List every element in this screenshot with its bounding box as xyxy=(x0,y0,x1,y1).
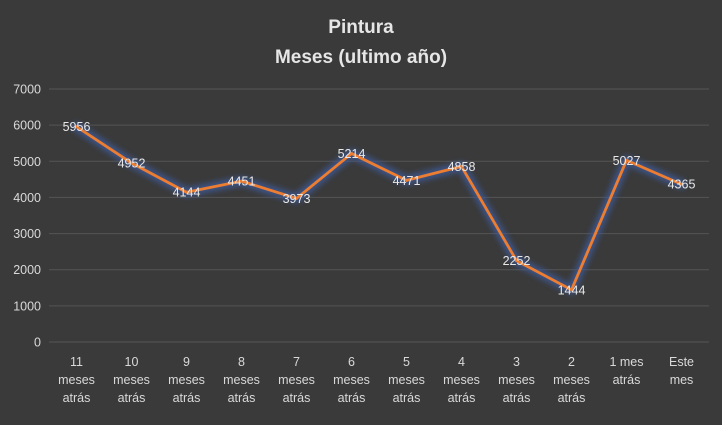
data-point xyxy=(680,182,683,186)
data-label: 4451 xyxy=(228,175,256,189)
x-tick-label: 6 meses atrás xyxy=(333,355,370,405)
x-tick-label: 11 meses atrás xyxy=(58,355,95,405)
data-label: 4952 xyxy=(118,157,146,171)
y-tick-label: 6000 xyxy=(13,119,41,133)
series-line-path xyxy=(75,125,683,292)
x-tick-label: Este mes xyxy=(669,355,694,387)
data-label: 1444 xyxy=(558,283,586,297)
y-tick-label: 2000 xyxy=(13,263,41,277)
x-tick-label: 3 meses atrás xyxy=(498,355,535,405)
data-labels: 5956 4952 4144 4451 3973 5214 4471 4858 2252 1444… xyxy=(63,120,696,297)
x-axis: 11 meses atrás 10 meses atrás 9 meses atrás 8 mese… xyxy=(58,355,694,405)
x-tick-label: 4 meses atrás xyxy=(443,355,480,405)
x-tick-label: 10 meses atrás xyxy=(113,355,150,405)
x-tick-label: 8 meses atrás xyxy=(223,355,260,405)
x-tick-label: 5 meses atrás xyxy=(388,355,425,405)
data-point xyxy=(295,196,298,200)
y-tick-label: 5000 xyxy=(13,155,41,169)
y-tick-label: 0 xyxy=(34,336,41,350)
chart-subtitle: Meses (ultimo año) xyxy=(275,47,447,68)
gridlines xyxy=(49,88,709,343)
data-label: 4365 xyxy=(668,178,696,192)
x-tick-label: 7 meses atrás xyxy=(278,355,315,405)
data-point xyxy=(350,152,353,156)
series-line-glow xyxy=(72,122,686,295)
data-label: 5956 xyxy=(63,120,91,134)
y-tick-label: 3000 xyxy=(13,227,41,241)
chart-title: Pintura xyxy=(328,17,394,38)
data-label: 2252 xyxy=(503,254,531,268)
data-label: 5027 xyxy=(613,154,641,168)
y-tick-label: 4000 xyxy=(13,191,41,205)
x-tick-label: 1 mes atrás xyxy=(609,355,643,387)
data-point xyxy=(240,179,243,183)
x-tick-label: 2 meses atrás xyxy=(553,355,590,405)
data-label: 3973 xyxy=(283,192,311,206)
data-point xyxy=(405,178,408,182)
data-point xyxy=(570,288,573,292)
data-point xyxy=(185,190,188,194)
data-label: 4858 xyxy=(448,160,476,174)
data-label: 4471 xyxy=(393,174,421,188)
y-tick-label: 1000 xyxy=(13,299,41,313)
data-point xyxy=(460,164,463,168)
series-line xyxy=(72,122,686,295)
x-tick-label: 9 meses atrás xyxy=(168,355,205,405)
y-tick-label: 7000 xyxy=(13,83,41,97)
data-label: 5214 xyxy=(338,147,366,161)
data-point xyxy=(515,259,518,263)
data-point xyxy=(75,125,78,129)
data-point xyxy=(130,161,133,165)
data-point xyxy=(625,158,628,162)
y-axis: 0 1000 2000 3000 4000 5000 6000 7000 xyxy=(13,83,41,350)
data-label: 4144 xyxy=(173,186,201,200)
